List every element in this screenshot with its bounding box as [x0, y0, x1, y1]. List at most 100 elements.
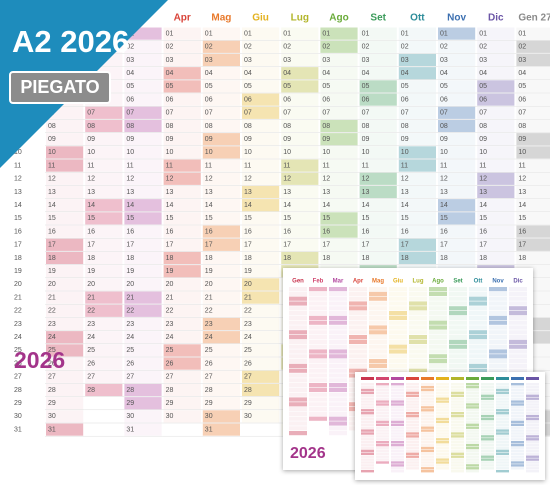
inset-cell: [511, 426, 524, 429]
day-number: 10: [166, 149, 174, 156]
inset-cell: [376, 403, 389, 406]
inset-cell: [509, 354, 527, 359]
inset-cell: [526, 400, 539, 403]
day-cell: [242, 27, 280, 40]
inset-cell: [406, 414, 419, 418]
inset-header: [391, 377, 404, 380]
day-number: 29: [166, 400, 174, 407]
inset-cell: [436, 455, 449, 458]
inset-cell: [406, 464, 419, 467]
inset-cell: [391, 385, 404, 389]
day-number: 08: [479, 123, 487, 130]
day-number: 14: [440, 202, 448, 209]
day-number: 27: [126, 374, 134, 381]
inset-cell: [409, 325, 427, 330]
day-number: 11: [362, 162, 369, 169]
day-number: 09: [322, 136, 330, 143]
day-number: 08: [362, 123, 370, 130]
inset-cell: [369, 311, 387, 316]
day-number: 18: [166, 255, 174, 262]
day-cell: [516, 185, 550, 199]
inset-month: Gen: [292, 279, 304, 285]
inset-cell: [436, 388, 449, 392]
inset-cell: [451, 400, 464, 403]
day-cell: [124, 67, 162, 80]
inset-cell: [511, 461, 524, 464]
inset-cell: [469, 335, 487, 340]
inset-cell: [436, 417, 449, 421]
day-number: 26: [126, 360, 134, 367]
inset-cell: [496, 417, 509, 421]
day-cell: [398, 119, 436, 133]
day-number: 02: [166, 44, 174, 51]
day-number: 10: [48, 149, 56, 156]
badge: A2 2026 PIEGATO: [0, 0, 168, 168]
inset-cell: [429, 354, 447, 359]
inset-cell: [349, 315, 367, 320]
day-number: 26: [48, 360, 56, 367]
inset-cell: [349, 363, 367, 368]
day-number: 21: [166, 294, 174, 301]
day-cell: [85, 185, 123, 199]
day-number: 12: [87, 176, 95, 183]
inset-cell: [289, 426, 307, 431]
inset-cell: [329, 359, 347, 364]
day-number: 06: [401, 96, 409, 103]
day-cell: [398, 133, 436, 146]
month-header: Gen 27: [518, 13, 550, 24]
day-cell: [46, 423, 84, 436]
day-cell: [477, 212, 515, 225]
inset-cell: [389, 325, 407, 330]
inset-cell: [421, 397, 434, 400]
day-number: 29: [126, 400, 134, 407]
day-number: 27: [244, 374, 252, 381]
day-number: 31: [48, 426, 56, 433]
day-number: 13: [166, 189, 174, 196]
inset-cell: [409, 330, 427, 335]
inset-cell: [526, 455, 539, 458]
day-cell: [516, 67, 550, 80]
inset-cell: [289, 354, 307, 359]
inset-cell: [526, 458, 539, 461]
day-cell: [359, 80, 397, 93]
day-cell: [46, 225, 84, 238]
inset-cell: [526, 435, 539, 438]
day-number: 13: [244, 189, 252, 196]
inset-cell: [289, 311, 307, 316]
inset-cell: [389, 301, 407, 306]
badge-box: [9, 71, 111, 104]
inset-cell: [481, 441, 494, 444]
day-number: 28: [87, 387, 95, 394]
day-cell: [516, 146, 550, 159]
day-number: 17: [401, 242, 409, 249]
week-day: 13: [14, 189, 22, 196]
inset-cell: [289, 407, 307, 412]
day-cell: [85, 344, 123, 357]
inset-cell: [289, 411, 307, 416]
day-number: 05: [401, 83, 409, 90]
inset-cell: [436, 397, 449, 400]
inset-cell: [449, 344, 467, 349]
inset-cell: [376, 423, 389, 426]
inset-cell: [481, 455, 494, 458]
day-cell: [516, 212, 550, 225]
day-number: 15: [401, 215, 409, 222]
inset-cell: [526, 426, 539, 429]
inset-cell: [449, 349, 467, 354]
inset-cell: [481, 446, 494, 450]
day-cell: [438, 185, 476, 199]
inset-cell: [421, 455, 434, 458]
month-header: Mag: [211, 13, 231, 24]
day-number: 28: [48, 387, 56, 394]
day-number: 02: [440, 44, 448, 51]
day-number: 15: [205, 215, 213, 222]
inset-cell: [511, 458, 524, 461]
day-cell: [85, 172, 123, 185]
day-cell: [46, 185, 84, 199]
day-cell: [46, 238, 84, 251]
inset-cell: [409, 311, 427, 316]
day-number: 08: [166, 123, 174, 130]
day-cell: [163, 185, 201, 199]
inset-cell: [406, 432, 419, 435]
inset-cell: [466, 464, 479, 467]
